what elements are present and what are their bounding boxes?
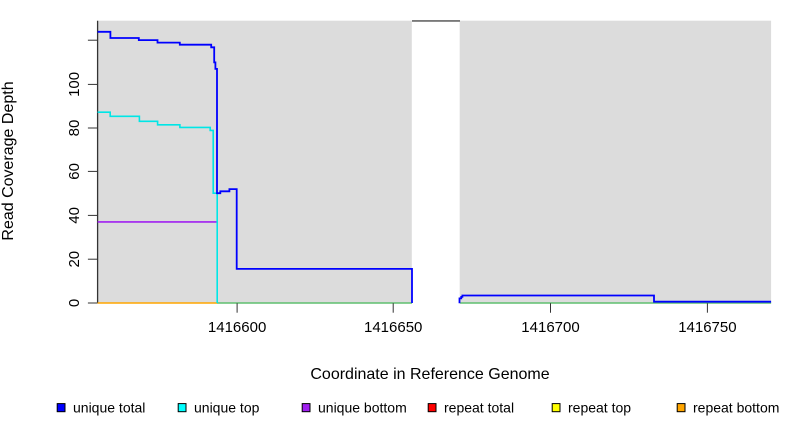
- svg-text:repeat bottom: repeat bottom: [693, 400, 779, 416]
- svg-text:1416650: 1416650: [364, 319, 422, 336]
- svg-text:1416600: 1416600: [208, 319, 266, 336]
- svg-text:80: 80: [66, 120, 83, 137]
- svg-text:100: 100: [66, 72, 83, 97]
- svg-text:unique total: unique total: [73, 400, 145, 416]
- svg-text:Read Coverage Depth: Read Coverage Depth: [0, 81, 17, 240]
- svg-text:unique top: unique top: [194, 400, 260, 416]
- svg-text:60: 60: [66, 163, 83, 180]
- svg-text:1416750: 1416750: [678, 319, 736, 336]
- svg-text:20: 20: [66, 251, 83, 268]
- svg-text:Coordinate in Reference Genome: Coordinate in Reference Genome: [310, 366, 549, 383]
- svg-text:repeat total: repeat total: [444, 400, 514, 416]
- svg-text:repeat top: repeat top: [568, 400, 631, 416]
- svg-text:1416700: 1416700: [521, 319, 579, 336]
- svg-text:40: 40: [66, 207, 83, 224]
- svg-text:0: 0: [66, 299, 83, 307]
- svg-text:unique bottom: unique bottom: [318, 400, 407, 416]
